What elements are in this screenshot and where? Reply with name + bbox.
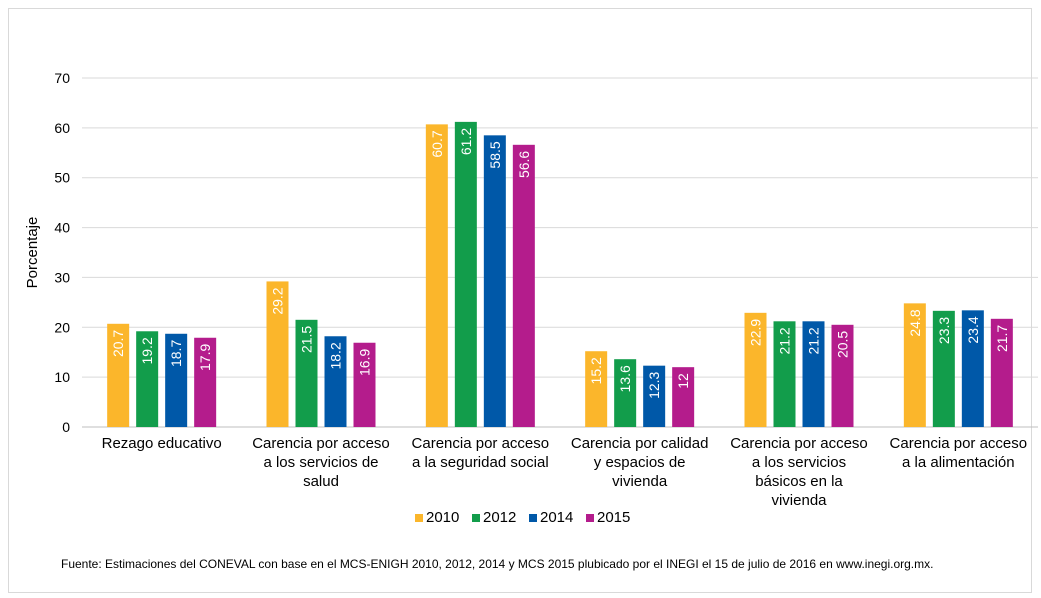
bar-value-label: 18.2: [328, 342, 344, 369]
bar-2015: [672, 367, 695, 427]
bar-value-label: 61.2: [458, 128, 474, 155]
bar-2014: [483, 135, 506, 428]
x-category-label: Carencia por acceso a la alimentación: [890, 435, 1028, 471]
x-category-label: Rezago educativo: [102, 435, 222, 452]
y-tick-label: 10: [54, 369, 70, 385]
chart-legend: 2010 2012 2014 2015: [0, 509, 1041, 527]
bar-2010: [585, 351, 608, 427]
y-tick-label: 40: [54, 220, 70, 236]
legend-swatch: [586, 514, 594, 522]
y-tick-label: 70: [54, 70, 70, 86]
legend-label: 2012: [483, 509, 517, 526]
y-tick-label: 60: [54, 120, 70, 136]
bar-2010: [744, 312, 767, 427]
bar-2015: [990, 318, 1013, 427]
bar-2014: [165, 333, 188, 427]
bar-value-label: 58.5: [487, 141, 503, 168]
bar-2012: [614, 359, 637, 427]
x-category-label: Carencia por acceso a los servicios básico…: [730, 435, 868, 509]
bar-value-label: 23.3: [936, 317, 952, 344]
y-tick-label: 50: [54, 170, 70, 186]
bar-2014: [643, 365, 666, 427]
legend-swatch: [529, 514, 537, 522]
bar-value-label: 23.4: [965, 316, 981, 343]
bar-value-label: 20.5: [835, 331, 851, 358]
legend-label: 2015: [597, 509, 631, 526]
bar-value-label: 29.2: [270, 287, 286, 314]
x-category-label: Carencia por acceso a los servicios de sal…: [252, 435, 390, 490]
bar-value-label: 15.2: [588, 357, 604, 384]
bar-2014: [802, 321, 825, 427]
bar-2015: [512, 144, 535, 427]
bar-2010: [266, 281, 289, 427]
bar-value-label: 18.7: [168, 340, 184, 367]
x-category-label: Carencia por acceso a la seguridad social: [412, 435, 550, 471]
bar-value-label: 24.8: [907, 309, 923, 336]
y-axis-title: Porcentaje: [24, 217, 41, 289]
x-category-label: Carencia por calidad y espacios de viviend…: [571, 435, 709, 490]
bar-2012: [295, 319, 318, 427]
bar-value-label: 56.6: [516, 151, 532, 178]
legend-swatch: [415, 514, 423, 522]
bar-value-label: 12.3: [646, 371, 662, 398]
bar-value-label: 21.7: [994, 325, 1010, 352]
bar-value-label: 60.7: [429, 130, 445, 157]
bar-2014: [324, 336, 347, 427]
legend-swatch: [472, 514, 480, 522]
bar-value-label: 12: [675, 373, 691, 389]
bar-2015: [194, 337, 217, 427]
y-tick-label: 20: [54, 319, 70, 335]
source-note: Fuente: Estimaciones del CONEVAL con bas…: [61, 557, 934, 571]
y-tick-label: 30: [54, 269, 70, 285]
y-tick-label: 0: [62, 419, 70, 435]
bar-value-label: 16.9: [357, 349, 373, 376]
legend-label: 2010: [426, 509, 460, 526]
bar-2015: [353, 342, 376, 427]
bar-2012: [932, 310, 955, 427]
bar-2015: [831, 324, 854, 427]
bar-value-label: 21.2: [806, 327, 822, 354]
bar-value-label: 13.6: [617, 365, 633, 392]
bar-2010: [903, 303, 926, 427]
bar-value-label: 21.2: [777, 327, 793, 354]
bar-2012: [136, 331, 159, 427]
bar-2012: [773, 321, 796, 427]
legend-label: 2014: [540, 509, 574, 526]
bar-2010: [107, 323, 130, 427]
bar-value-label: 19.2: [139, 337, 155, 364]
bar-2012: [454, 121, 477, 428]
bar-value-label: 22.9: [748, 319, 764, 346]
bar-2014: [961, 310, 984, 427]
bar-value-label: 21.5: [299, 326, 315, 353]
bar-value-label: 20.7: [110, 330, 126, 357]
bar-2010: [425, 124, 448, 428]
bar-value-label: 17.9: [197, 344, 213, 371]
